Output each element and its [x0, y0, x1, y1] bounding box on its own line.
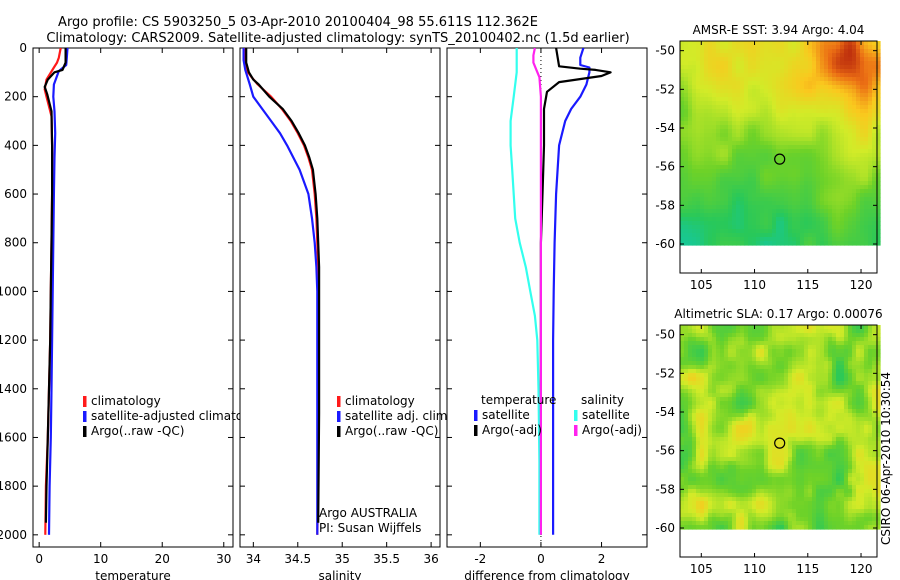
sla-map-title: Altimetric SLA: 0.17 Argo: 0.00076 [674, 307, 882, 321]
temperature-legend-swatch [83, 396, 87, 407]
difference-legend-heading: temperature [481, 393, 556, 407]
sla-map-ytick-label: -52 [655, 366, 675, 380]
salinity-xlabel: salinity [318, 569, 361, 580]
sst-map-ytick-label: -52 [655, 82, 675, 96]
sst-map-ytick-label: -58 [655, 198, 675, 212]
salinity-series-argo-raw-qc- [245, 48, 321, 523]
difference-panel: -2 0 2 difference from climatology temperatu… [446, 47, 648, 580]
temperature-ytick-label: 1600 [0, 430, 27, 444]
sla-heatmap-cells [680, 325, 881, 530]
sst-map-title: AMSR-E SST: 3.94 Argo: 4.04 [693, 23, 865, 37]
temperature-series-argo-raw-qc- [43, 48, 67, 523]
salinity-xtick-label: 35.5 [373, 552, 400, 566]
difference-legend-label: satellite [482, 408, 530, 422]
temperature-ytick-label: 0 [19, 41, 27, 55]
temperature-ytick-label: 1800 [0, 479, 27, 493]
difference-legend-swatch [474, 410, 478, 421]
credit-label: CSIRO 06-Apr-2010 10:30:54 [879, 372, 893, 545]
sla-map-xtick-label: 110 [743, 562, 766, 576]
salinity-xtick-label: 34 [246, 552, 261, 566]
temperature-ytick-label: 600 [4, 187, 27, 201]
sla-map-xtick-label: 120 [850, 562, 873, 576]
argo-country-label: Argo AUSTRALIA [319, 506, 418, 520]
difference-axes-frame [446, 47, 648, 548]
sst-map-panel: AMSR-E SST: 3.94 Argo: 4.04 105 110 115 120 -… [655, 23, 881, 292]
figure-title-line2: Climatology: CARS2009. Satellite-adjuste… [46, 31, 629, 46]
temperature-legend-label: climatology [91, 394, 161, 408]
temperature-ytick-label: 1200 [0, 333, 27, 347]
difference-xtick-label: 2 [598, 552, 606, 566]
sla-argo-location-marker [774, 437, 786, 449]
salinity-legend-swatch [337, 411, 341, 422]
salinity-legend-label: Argo(..raw -QC) [345, 424, 438, 438]
sla-map-ytick-label: -50 [655, 328, 675, 342]
sla-map-ytick-label: -58 [655, 482, 675, 496]
temperature-legend-swatch [83, 426, 87, 437]
figure-title-line1: Argo profile: CS 5903250_5 03-Apr-2010 2… [58, 15, 538, 30]
sst-argo-location-marker [774, 153, 786, 165]
salinity-legend-swatch [337, 396, 341, 407]
sla-map-xtick-label: 105 [690, 562, 713, 576]
salinity-panel: 34 34.5 35 35.5 36 salinity climatologysatelli… [239, 47, 451, 580]
sla-map-frame [679, 324, 878, 558]
sst-map-ytick-label: -50 [655, 44, 675, 58]
temperature-xlabel: temperature [95, 569, 170, 580]
difference-legend-label: Argo(-adj) [482, 423, 542, 437]
difference-legend-label: satellite [582, 408, 630, 422]
sla-map-ytick-label: -56 [655, 444, 675, 458]
difference-xlabel: difference from climatology [464, 569, 630, 580]
sst-map-ytick-label: -56 [655, 160, 675, 174]
temperature-ytick-label: 400 [4, 138, 27, 152]
temperature-legend-swatch [83, 411, 87, 422]
temperature-xtick-label: 20 [155, 552, 170, 566]
temperature-series-satellite-adjusted-climatology [47, 48, 69, 535]
sst-map-ytick-label: -54 [655, 121, 675, 135]
salinity-xtick-label: 35 [335, 552, 350, 566]
salinity-xtick-label: 36 [423, 552, 438, 566]
temperature-ytick-label: 2000 [0, 528, 27, 542]
salinity-xtick-label: 34.5 [284, 552, 311, 566]
argo-pi-label: PI: Susan Wijffels [319, 521, 421, 535]
temperature-legend-label: Argo(..raw -QC) [91, 424, 184, 438]
temperature-panel: 0 10 20 30 0 200 400 600 800 1000 1200 1400 1600 1800… [0, 41, 254, 580]
sst-map-xtick-label: 110 [743, 278, 766, 292]
salinity-legend-swatch [337, 426, 341, 437]
sst-map-xtick-label: 115 [796, 278, 819, 292]
difference-xtick-label: -2 [474, 552, 486, 566]
temperature-axes-frame [32, 47, 234, 548]
difference-xtick-label: 0 [537, 552, 545, 566]
temperature-ytick-label: 200 [4, 90, 27, 104]
sst-map-frame [679, 40, 878, 274]
difference-legend-swatch [474, 425, 478, 436]
sst-heatmap-cells [680, 41, 881, 246]
difference-series-temperature-satellite [551, 48, 591, 535]
difference-legend-swatch [574, 425, 578, 436]
salinity-legend-label: climatology [345, 394, 415, 408]
sst-map-xtick-label: 105 [690, 278, 713, 292]
temperature-ytick-label: 800 [4, 236, 27, 250]
difference-series-salinity-satellite [509, 48, 541, 535]
difference-legend-heading: salinity [581, 393, 624, 407]
difference-series-salinity-argo-adj- [532, 48, 543, 535]
temperature-xtick-label: 10 [93, 552, 108, 566]
temperature-xtick-label: 0 [35, 552, 43, 566]
difference-legend-label: Argo(-adj) [582, 423, 642, 437]
salinity-axes-frame [239, 47, 441, 548]
difference-legend-swatch [574, 410, 578, 421]
temperature-ytick-label: 1400 [0, 382, 27, 396]
sla-map-xtick-label: 115 [796, 562, 819, 576]
sla-map-ytick-label: -54 [655, 405, 675, 419]
sst-map-xtick-label: 120 [850, 278, 873, 292]
sla-map-panel: Altimetric SLA: 0.17 Argo: 0.00076 105 110… [655, 307, 882, 576]
salinity-legend-label: satellite adj. clim. [345, 409, 451, 423]
temperature-legend-label: satellite-adjusted climatolo [91, 409, 254, 423]
salinity-series-satellite-adj-clim- [242, 48, 319, 535]
temperature-xtick-label: 30 [216, 552, 231, 566]
temperature-ytick-label: 1000 [0, 284, 27, 298]
sla-map-ytick-label: -60 [655, 521, 675, 535]
sst-map-ytick-label: -60 [655, 237, 675, 251]
